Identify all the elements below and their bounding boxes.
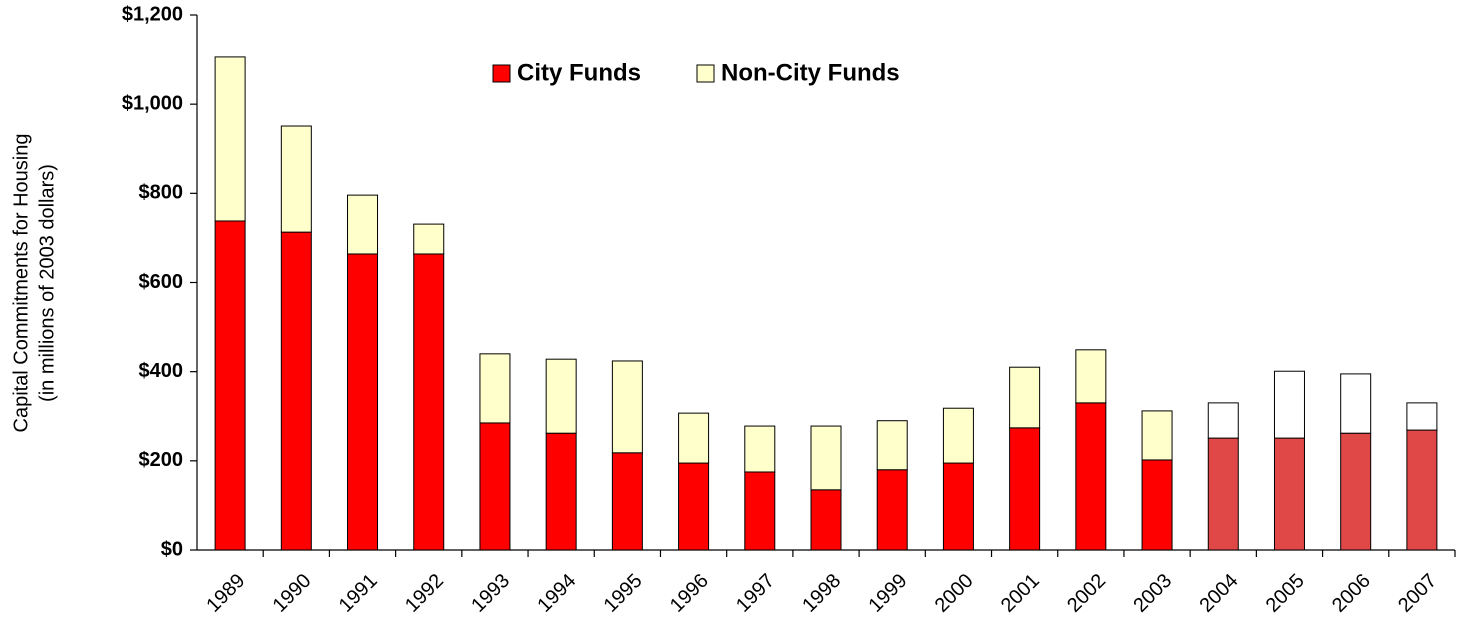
x-tick-label: 2000 [931,570,978,617]
bar-segment [479,353,511,424]
y-tick-label: $600 [139,271,184,293]
bar-segment [1207,402,1239,439]
y-axis-label: Capital Commitments for Housing [10,134,32,433]
bar-segment [810,425,842,491]
bar-segment [1406,429,1438,551]
y-tick-label: $1,000 [122,92,183,114]
x-tick-label: 1990 [269,570,316,617]
y-tick-label: $800 [139,182,184,204]
x-tick-label: 1996 [666,570,713,617]
bar-segment [810,489,842,551]
bar-segment [413,253,445,551]
x-tick-label: 1997 [732,570,779,617]
bar-segment [1273,437,1305,551]
bar-segment [678,412,710,464]
x-tick-label: 2007 [1394,570,1441,617]
legend-label: City Funds [517,59,641,86]
x-tick-label: 2004 [1196,570,1243,617]
bar-segment [876,469,908,551]
x-tick-label: 1995 [600,570,647,617]
x-tick-label: 2003 [1129,570,1176,617]
bar-segment [347,253,379,551]
legend-swatch [696,64,715,83]
bar-segment [1340,432,1372,551]
bar-segment [214,220,246,551]
y-tick-label: $400 [139,360,184,382]
bar-segment [545,358,577,434]
bar-segment [545,432,577,551]
bar-segment [1141,459,1173,551]
bar-segment [611,360,643,454]
legend-swatch [492,64,511,83]
bar-segment [479,422,511,551]
bar-segment [611,452,643,551]
bar-segment [678,462,710,551]
bar-segment [744,471,776,551]
bar-segment [1009,427,1041,551]
bar-segment [347,194,379,255]
x-tick-label: 2001 [997,570,1044,617]
bar-segment [214,56,246,222]
bar-segment [280,125,312,233]
x-tick-label: 1993 [467,570,514,617]
bar-segment [1207,437,1239,551]
legend-label: Non-City Funds [721,59,900,86]
bar-segment [413,223,445,255]
x-tick-label: 2002 [1063,570,1110,617]
bar-segment [1340,373,1372,434]
y-tick-label: $0 [161,538,183,560]
x-tick-label: 2006 [1328,570,1375,617]
bar-segment [280,231,312,551]
x-tick-label: 1991 [335,570,382,617]
bar-segment [1075,349,1107,404]
bar-segment [1273,370,1305,439]
bar-segment [942,407,974,464]
y-axis-label: (in millions of 2003 dollars) [36,164,58,402]
bar-segment [744,425,776,473]
x-tick-label: 1989 [202,570,249,617]
x-tick-label: 1998 [798,570,845,617]
bar-segment [1406,402,1438,431]
y-tick-label: $200 [139,449,184,471]
x-tick-label: 1994 [533,570,580,617]
x-tick-label: 1999 [864,570,911,617]
bar-segment [1075,402,1107,551]
x-tick-label: 1992 [401,570,448,617]
bar-segment [942,462,974,551]
bar-segment [1009,366,1041,429]
bar-segment [876,420,908,471]
bar-segment [1141,410,1173,461]
x-tick-label: 2005 [1262,570,1309,617]
y-tick-label: $1,200 [122,3,183,25]
